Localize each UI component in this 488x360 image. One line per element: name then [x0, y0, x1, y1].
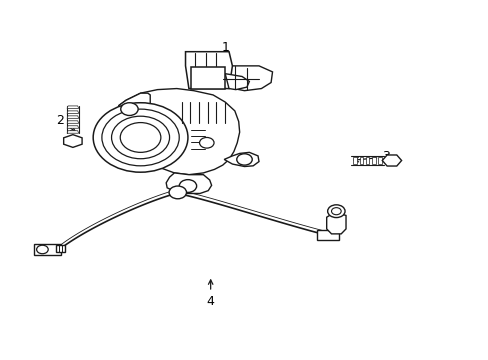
- Polygon shape: [67, 121, 79, 123]
- Text: 4: 4: [206, 280, 214, 308]
- Polygon shape: [223, 66, 272, 91]
- Text: 3: 3: [353, 150, 389, 163]
- Circle shape: [199, 138, 214, 148]
- Circle shape: [120, 123, 161, 152]
- Polygon shape: [119, 93, 150, 122]
- Polygon shape: [224, 152, 259, 167]
- Polygon shape: [224, 74, 249, 90]
- Polygon shape: [191, 67, 224, 89]
- Polygon shape: [359, 157, 362, 164]
- Polygon shape: [352, 157, 356, 164]
- Polygon shape: [34, 244, 61, 255]
- Polygon shape: [316, 230, 338, 240]
- Polygon shape: [67, 131, 79, 133]
- Text: 2: 2: [56, 114, 75, 131]
- Polygon shape: [365, 157, 368, 164]
- Circle shape: [93, 103, 187, 172]
- Text: 1: 1: [211, 41, 229, 84]
- Polygon shape: [371, 157, 375, 164]
- Circle shape: [331, 208, 341, 215]
- Polygon shape: [67, 111, 79, 113]
- Circle shape: [327, 205, 345, 217]
- Polygon shape: [166, 173, 211, 193]
- Polygon shape: [63, 135, 82, 147]
- Circle shape: [121, 103, 138, 116]
- Circle shape: [236, 154, 252, 165]
- Circle shape: [169, 186, 186, 199]
- Polygon shape: [326, 214, 346, 234]
- Polygon shape: [382, 155, 401, 166]
- Polygon shape: [378, 157, 381, 164]
- Polygon shape: [67, 106, 79, 108]
- Circle shape: [111, 116, 169, 159]
- Polygon shape: [67, 126, 79, 128]
- Polygon shape: [119, 89, 239, 175]
- Circle shape: [37, 245, 48, 254]
- Circle shape: [179, 180, 196, 192]
- Polygon shape: [67, 116, 79, 118]
- Polygon shape: [56, 244, 64, 252]
- Polygon shape: [185, 52, 232, 89]
- Circle shape: [102, 109, 179, 166]
